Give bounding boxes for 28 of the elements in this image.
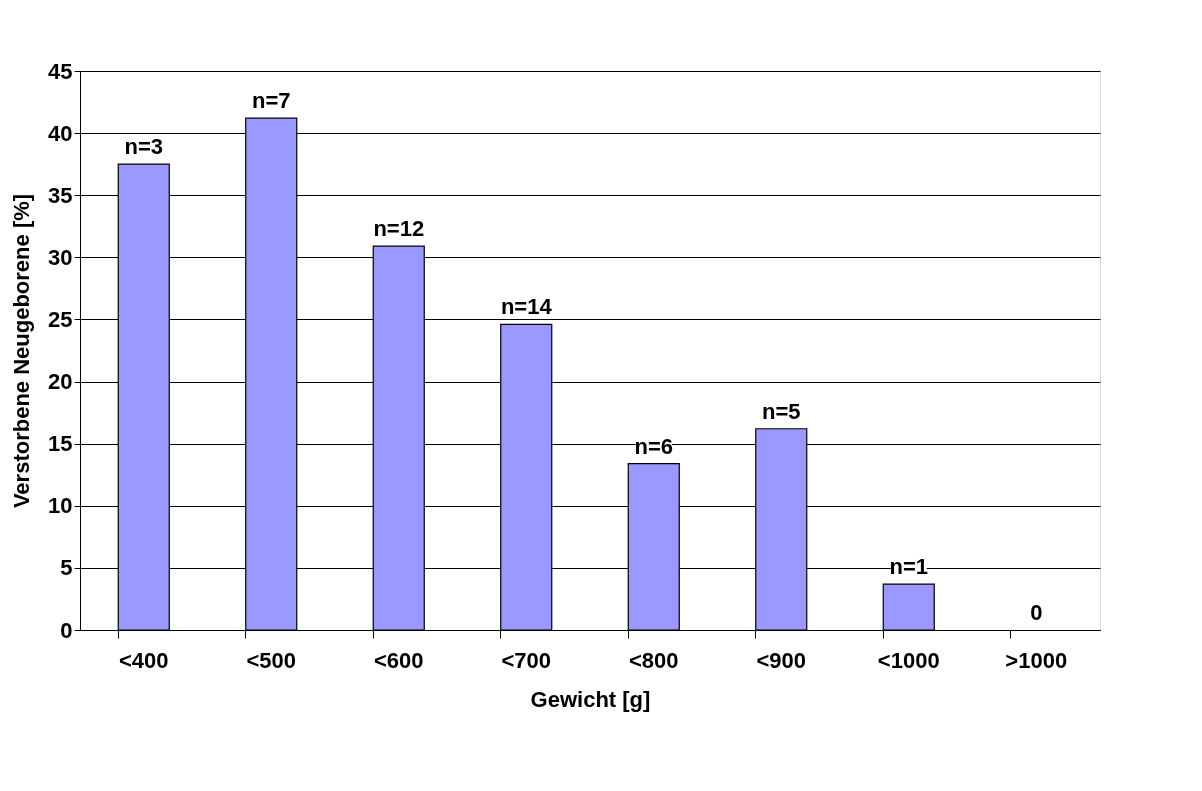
annotation: n=6 — [634, 433, 674, 459]
x-tick-label: >1000 — [1005, 647, 1068, 673]
y-tick-label: 40 — [48, 120, 73, 146]
y-tick-label: 30 — [48, 244, 73, 270]
x-tick-label: <800 — [628, 647, 679, 673]
x-axis-title: Gewicht [g] — [530, 686, 651, 712]
x-tick-label: <500 — [246, 647, 297, 673]
x-tick-label: <400 — [118, 647, 169, 673]
annotation: n=1 — [889, 554, 929, 580]
x-tick-label: <1000 — [877, 647, 940, 673]
y-tick-label: 0 — [60, 617, 73, 643]
annotation: n=12 — [373, 216, 425, 242]
y-tick-label: 20 — [48, 369, 73, 395]
y-tick-label: 5 — [60, 555, 73, 581]
annotation: n=5 — [761, 398, 801, 424]
x-tick-label: <600 — [373, 647, 424, 673]
y-tick-label: 35 — [48, 182, 73, 208]
annotation: n=7 — [251, 88, 291, 114]
y-tick-label: 10 — [48, 493, 73, 519]
annotation: n=14 — [500, 294, 553, 320]
y-tick-label: 15 — [48, 431, 73, 457]
x-tick-label: <900 — [756, 647, 807, 673]
y-tick-label: 45 — [48, 58, 73, 84]
y-axis-title: Verstorbene Neugeborene [%] — [9, 193, 35, 509]
y-tick-label: 25 — [48, 306, 73, 332]
annotation: n=3 — [124, 134, 164, 160]
x-tick-label: <700 — [501, 647, 552, 673]
annotation: 0 — [1030, 600, 1043, 625]
